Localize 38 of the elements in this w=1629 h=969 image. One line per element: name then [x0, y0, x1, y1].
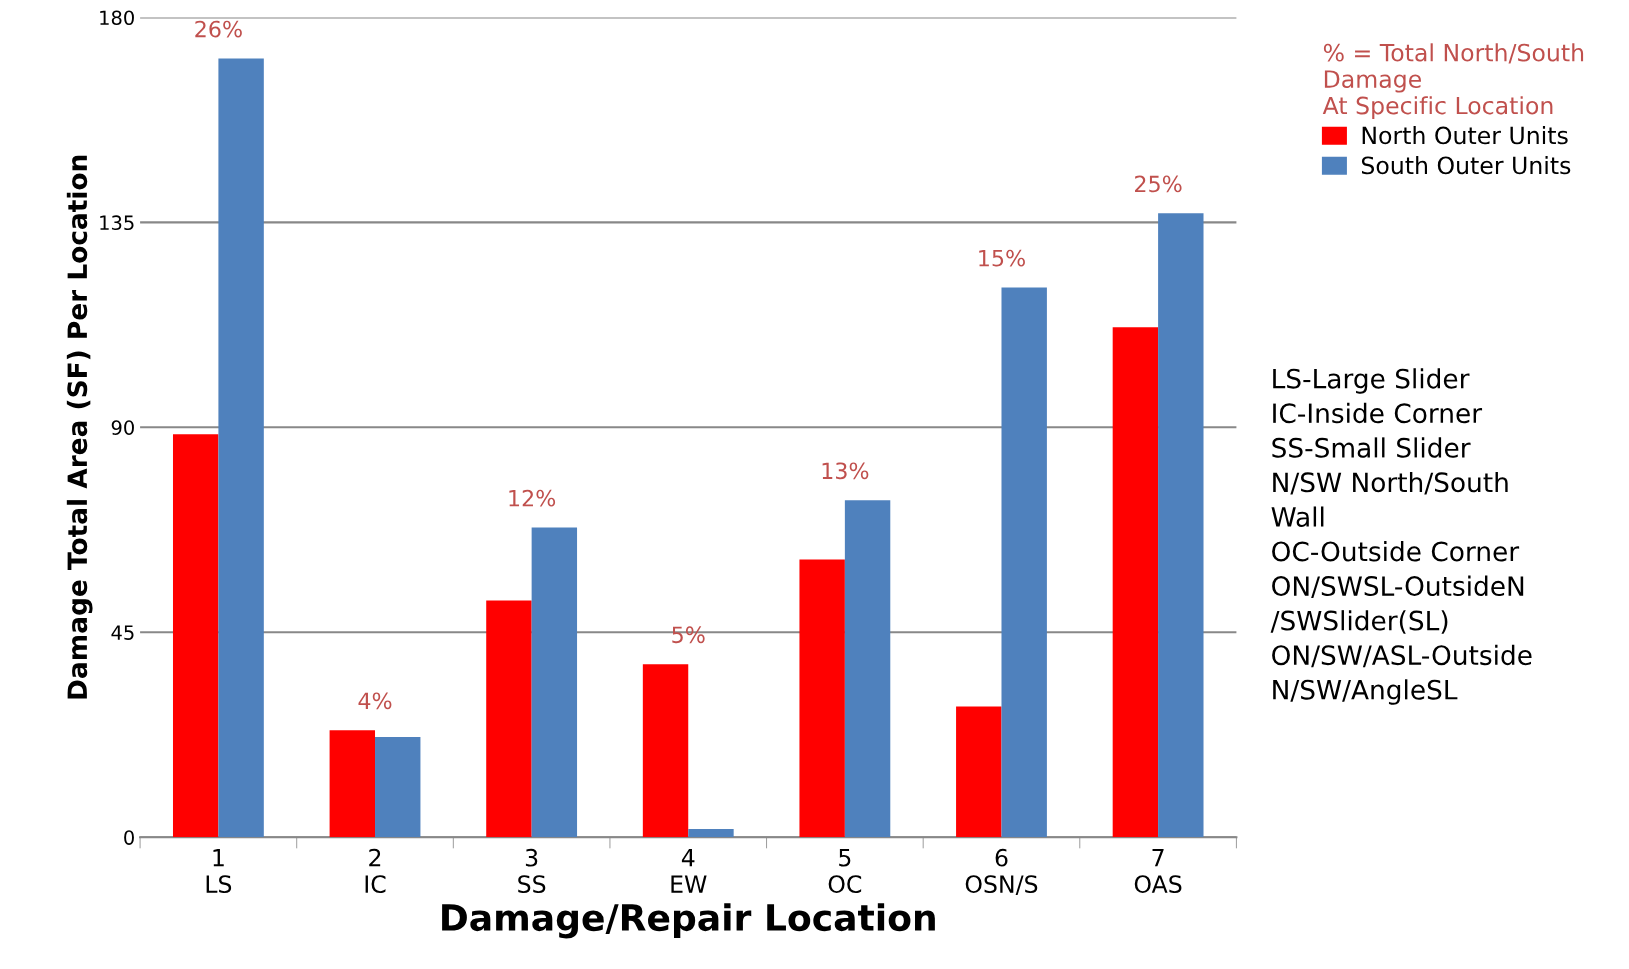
- legend-label: South Outer Units: [1361, 156, 1571, 175]
- legend-label: North Outer Units: [1362, 126, 1568, 145]
- x-tick-label: 2 IC: [365, 848, 386, 894]
- annotation: 25%: [1135, 175, 1182, 193]
- bar: [1158, 213, 1204, 838]
- annotation: 12%: [509, 489, 556, 507]
- bar: [688, 829, 734, 838]
- bar: [172, 434, 219, 838]
- x-tick-label: 5 OC: [828, 849, 862, 894]
- annotation: 4%: [358, 692, 392, 710]
- x-tick-label: 1 LS: [206, 849, 232, 894]
- y-tick-label: 0: [124, 830, 134, 845]
- annotation: 13%: [822, 462, 869, 480]
- bar: [375, 737, 421, 838]
- bar: [531, 527, 578, 838]
- x-tick-label: 4 EW: [671, 849, 707, 893]
- bar: [956, 706, 1002, 838]
- bar: [1112, 327, 1159, 838]
- text: LS-Large Slider IC-Inside Corner SS-Small Slider N/SW North/South Wall OC-Outside Corner ON/SWSL-OutsideN /SWSlider(SL) ON/SW/ASL-Outside N/SW/AngleSL: [1270, 368, 1532, 705]
- annotation: 15%: [979, 249, 1025, 267]
- bar: [799, 559, 845, 838]
- bar: [218, 58, 264, 838]
- x-axis-title: Damage/Repair Location: [442, 903, 935, 939]
- annotation: 26%: [195, 20, 242, 38]
- bar: [486, 600, 532, 838]
- y-axis-title: Damage Total Area (SF) Per Location: [66, 155, 93, 699]
- legend-title: % = Total North/South Damage At Specific Location: [1322, 43, 1584, 120]
- bar: [844, 500, 891, 838]
- x-tick-label: 7 OAS: [1134, 849, 1182, 894]
- y-tick-label: 135: [100, 215, 134, 231]
- y-tick-label: 180: [100, 10, 134, 26]
- y-tick-label: 90: [111, 420, 134, 435]
- bar: [329, 730, 376, 838]
- x-tick-label: 3 SS: [518, 848, 546, 894]
- y-tick-label: 45: [111, 625, 134, 640]
- x-tick-label: 6 OSN/S: [965, 848, 1038, 895]
- bar: [642, 664, 689, 838]
- bar: [1001, 287, 1047, 838]
